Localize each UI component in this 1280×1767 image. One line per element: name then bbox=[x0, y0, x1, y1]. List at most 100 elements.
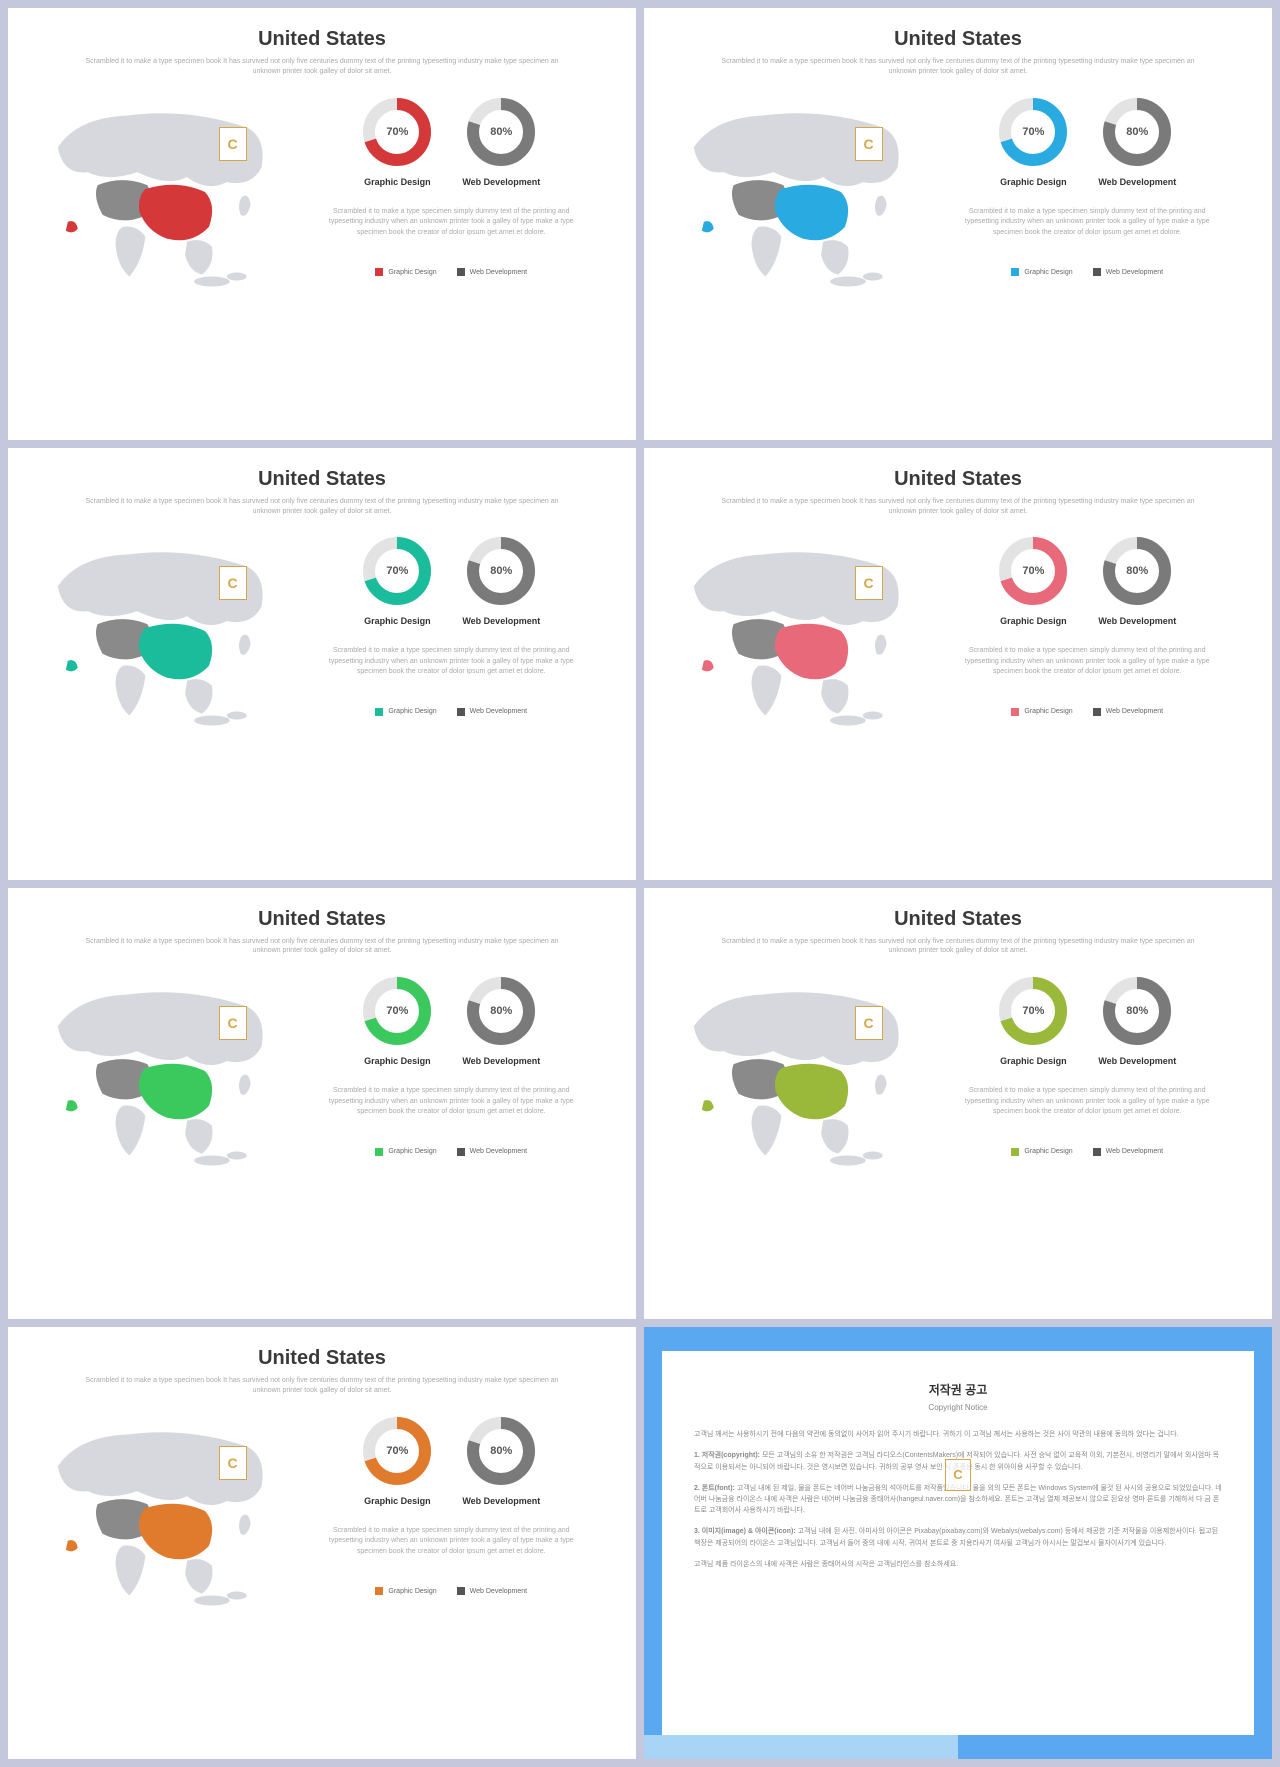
slide-grid: United States Scrambled it to make a typ… bbox=[0, 0, 1280, 1767]
legend-item-1: Graphic Design bbox=[375, 268, 436, 276]
charts-area: 70% Graphic Design 80% Web Development S… bbox=[297, 976, 606, 1156]
charts-area: 70% Graphic Design 80% Web Development S… bbox=[933, 976, 1242, 1156]
legend-item-2: Web Development bbox=[457, 1587, 527, 1595]
cp-content: 저작권 공고 Copyright Notice 고객님 께서는 사용하시기 전에… bbox=[644, 1351, 1272, 1610]
legend: Graphic Design Web Development bbox=[933, 1148, 1242, 1156]
donut-graphic-design: 70% Graphic Design bbox=[362, 976, 432, 1066]
legend-label-2: Web Development bbox=[470, 269, 527, 276]
slide-subtitle: Scrambled it to make a type specimen boo… bbox=[674, 57, 1242, 77]
template-slide: United States Scrambled it to make a typ… bbox=[8, 1327, 636, 1759]
legend-swatch-2 bbox=[457, 1148, 465, 1156]
cp-p5: 고객님 제품 라이온스의 내에 사객은 사람은 종태어사의 시작은 고객님라인스… bbox=[694, 1559, 1222, 1570]
legend-item-1: Graphic Design bbox=[1011, 1148, 1072, 1156]
legend-label-1: Graphic Design bbox=[388, 269, 436, 276]
cp-border-bl bbox=[644, 1735, 958, 1759]
donut1-pct: 70% bbox=[1022, 565, 1044, 577]
map-area: C bbox=[674, 976, 913, 1176]
slide-subtitle: Scrambled it to make a type specimen boo… bbox=[38, 1376, 606, 1396]
legend-item-1: Graphic Design bbox=[375, 1148, 436, 1156]
slide-subtitle: Scrambled it to make a type specimen boo… bbox=[674, 937, 1242, 957]
legend-item-1: Graphic Design bbox=[375, 1587, 436, 1595]
slide-title: United States bbox=[38, 28, 606, 51]
slide-subtitle: Scrambled it to make a type specimen boo… bbox=[38, 57, 606, 77]
legend-swatch-1 bbox=[1011, 708, 1019, 716]
charts-area: 70% Graphic Design 80% Web Development S… bbox=[297, 97, 606, 277]
legend-label-2: Web Development bbox=[470, 708, 527, 715]
map-area: C bbox=[38, 976, 277, 1176]
donut1-pct: 70% bbox=[386, 126, 408, 138]
donut-web-dev: 80% Web Development bbox=[1098, 536, 1176, 626]
template-slide: United States Scrambled it to make a typ… bbox=[8, 448, 636, 880]
logo-badge: C bbox=[855, 566, 883, 600]
cp-p4: 3. 이미지(image) & 아이콘(icon): 고객님 내에 된 사진, … bbox=[694, 1526, 1222, 1548]
legend: Graphic Design Web Development bbox=[297, 268, 606, 276]
legend-item-2: Web Development bbox=[1093, 708, 1163, 716]
donut1-pct: 70% bbox=[386, 1005, 408, 1017]
slide-desc: Scrambled it to make a type specimen sim… bbox=[933, 207, 1242, 239]
slide-title: United States bbox=[38, 1347, 606, 1370]
slide-subtitle: Scrambled it to make a type specimen boo… bbox=[674, 497, 1242, 517]
logo-badge: C bbox=[855, 127, 883, 161]
legend-item-2: Web Development bbox=[457, 1148, 527, 1156]
slide-subtitle: Scrambled it to make a type specimen boo… bbox=[38, 497, 606, 517]
donut-web-dev: 80% Web Development bbox=[462, 97, 540, 187]
legend-swatch-2 bbox=[457, 708, 465, 716]
legend-swatch-1 bbox=[1011, 1148, 1019, 1156]
map-area: C bbox=[38, 1416, 277, 1616]
legend: Graphic Design Web Development bbox=[933, 268, 1242, 276]
donut-graphic-design: 70% Graphic Design bbox=[998, 536, 1068, 626]
slide-desc: Scrambled it to make a type specimen sim… bbox=[297, 1086, 606, 1118]
legend-swatch-1 bbox=[1011, 268, 1019, 276]
donut1-label: Graphic Design bbox=[364, 1056, 431, 1066]
slide-title: United States bbox=[674, 468, 1242, 491]
legend: Graphic Design Web Development bbox=[297, 1148, 606, 1156]
template-slide: United States Scrambled it to make a typ… bbox=[644, 448, 1272, 880]
donut1-label: Graphic Design bbox=[1000, 1056, 1067, 1066]
donut2-label: Web Development bbox=[1098, 177, 1176, 187]
legend-swatch-2 bbox=[1093, 1148, 1101, 1156]
legend-label-2: Web Development bbox=[1106, 269, 1163, 276]
donut-graphic-design: 70% Graphic Design bbox=[362, 536, 432, 626]
donut-web-dev: 80% Web Development bbox=[462, 1416, 540, 1506]
slide-title: United States bbox=[38, 468, 606, 491]
legend-item-1: Graphic Design bbox=[1011, 708, 1072, 716]
legend-item-1: Graphic Design bbox=[1011, 268, 1072, 276]
cp-border-bottom bbox=[644, 1735, 1272, 1759]
donut-web-dev: 80% Web Development bbox=[1098, 976, 1176, 1066]
donut-web-dev: 80% Web Development bbox=[462, 536, 540, 626]
donut1-label: Graphic Design bbox=[364, 177, 431, 187]
charts-area: 70% Graphic Design 80% Web Development S… bbox=[297, 536, 606, 716]
donut2-pct: 80% bbox=[1126, 126, 1148, 138]
cp-p1: 고객님 께서는 사용하시기 전에 다음의 약관에 동의없이 사어자 읽어 주시기… bbox=[694, 1429, 1222, 1440]
cp-border-br bbox=[958, 1735, 1272, 1759]
legend: Graphic Design Web Development bbox=[933, 708, 1242, 716]
donut2-label: Web Development bbox=[462, 177, 540, 187]
legend-label-2: Web Development bbox=[470, 1148, 527, 1155]
donut1-label: Graphic Design bbox=[364, 1496, 431, 1506]
legend-swatch-1 bbox=[375, 1587, 383, 1595]
map-area: C bbox=[38, 536, 277, 736]
donut-web-dev: 80% Web Development bbox=[462, 976, 540, 1066]
legend-label-2: Web Development bbox=[1106, 708, 1163, 715]
legend-label-1: Graphic Design bbox=[1024, 708, 1072, 715]
cp-logo-badge: C bbox=[945, 1459, 971, 1491]
donut1-pct: 70% bbox=[386, 565, 408, 577]
logo-badge: C bbox=[219, 1006, 247, 1040]
donut2-pct: 80% bbox=[490, 565, 512, 577]
cp-border-top bbox=[644, 1327, 1272, 1351]
donut-graphic-design: 70% Graphic Design bbox=[998, 97, 1068, 187]
template-slide: United States Scrambled it to make a typ… bbox=[8, 888, 636, 1320]
template-slide: United States Scrambled it to make a typ… bbox=[8, 8, 636, 440]
slide-title: United States bbox=[674, 908, 1242, 931]
donut-graphic-design: 70% Graphic Design bbox=[362, 97, 432, 187]
legend-label-1: Graphic Design bbox=[1024, 1148, 1072, 1155]
slide-desc: Scrambled it to make a type specimen sim… bbox=[297, 1526, 606, 1558]
legend: Graphic Design Web Development bbox=[297, 1587, 606, 1595]
legend-label-1: Graphic Design bbox=[1024, 269, 1072, 276]
legend-swatch-1 bbox=[375, 268, 383, 276]
legend-item-2: Web Development bbox=[1093, 1148, 1163, 1156]
donut2-label: Web Development bbox=[462, 1056, 540, 1066]
slide-desc: Scrambled it to make a type specimen sim… bbox=[933, 1086, 1242, 1118]
legend-swatch-1 bbox=[375, 708, 383, 716]
donut2-label: Web Development bbox=[462, 1496, 540, 1506]
